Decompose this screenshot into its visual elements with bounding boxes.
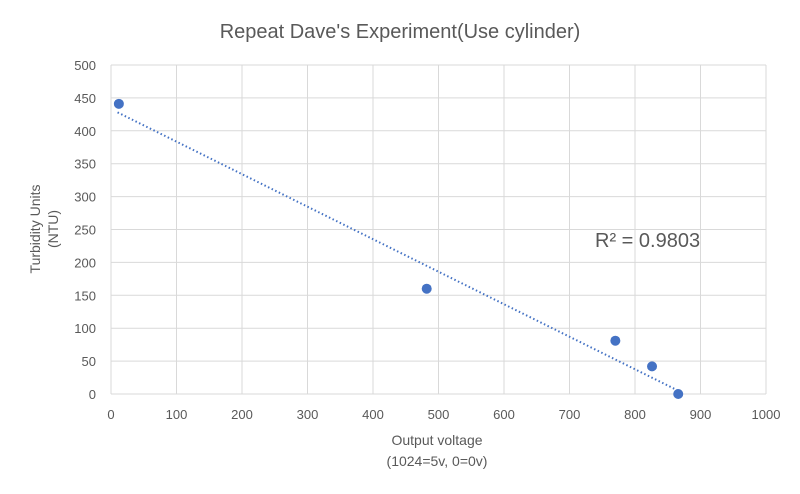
x-tick-label: 900 bbox=[690, 407, 712, 422]
data-point bbox=[421, 283, 432, 294]
x-tick-label: 300 bbox=[297, 407, 319, 422]
y-tick-label: 200 bbox=[74, 255, 96, 270]
trendline bbox=[117, 111, 679, 392]
y-axis-ticks: 0 50 100 150 200 250 300 350 400 450 500 bbox=[74, 58, 96, 402]
x-tick-label: 400 bbox=[362, 407, 384, 422]
y-tick-label: 400 bbox=[74, 124, 96, 139]
data-point bbox=[610, 335, 621, 346]
data-points bbox=[113, 98, 684, 399]
x-tick-label: 800 bbox=[624, 407, 646, 422]
x-tick-label: 600 bbox=[493, 407, 515, 422]
y-tick-label: 250 bbox=[74, 223, 96, 238]
x-axis-sublabel: (1024=5v, 0=0v) bbox=[387, 453, 488, 469]
x-tick-label: 0 bbox=[107, 407, 114, 422]
y-tick-label: 0 bbox=[89, 387, 96, 402]
x-tick-label: 200 bbox=[231, 407, 253, 422]
grid-lines bbox=[110, 64, 767, 395]
y-axis-label: Turbidity Units bbox=[27, 185, 43, 274]
y-tick-label: 300 bbox=[74, 190, 96, 205]
x-tick-label: 500 bbox=[428, 407, 450, 422]
y-tick-label: 50 bbox=[82, 354, 96, 369]
data-point bbox=[647, 361, 658, 372]
y-axis-sublabel: (NTU) bbox=[45, 210, 61, 248]
y-tick-label: 500 bbox=[74, 58, 96, 73]
r-squared-annotation: R² = 0.9803 bbox=[595, 230, 700, 252]
data-point bbox=[113, 98, 124, 109]
x-axis-label: Output voltage bbox=[391, 432, 482, 448]
x-axis-ticks: 0 100 200 300 400 500 600 700 800 900 1000 bbox=[107, 407, 780, 422]
data-point bbox=[673, 389, 684, 399]
x-tick-label: 100 bbox=[166, 407, 188, 422]
trendline-group bbox=[117, 111, 679, 392]
y-axis-label-group: Turbidity Units (NTU) bbox=[27, 185, 61, 274]
y-tick-label: 350 bbox=[74, 157, 96, 172]
y-tick-label: 150 bbox=[74, 288, 96, 303]
x-tick-label: 700 bbox=[559, 407, 581, 422]
y-tick-label: 100 bbox=[74, 321, 96, 336]
chart-title: Repeat Dave's Experiment(Use cylinder) bbox=[220, 21, 581, 43]
x-tick-label: 1000 bbox=[752, 407, 781, 422]
y-tick-label: 450 bbox=[74, 91, 96, 106]
